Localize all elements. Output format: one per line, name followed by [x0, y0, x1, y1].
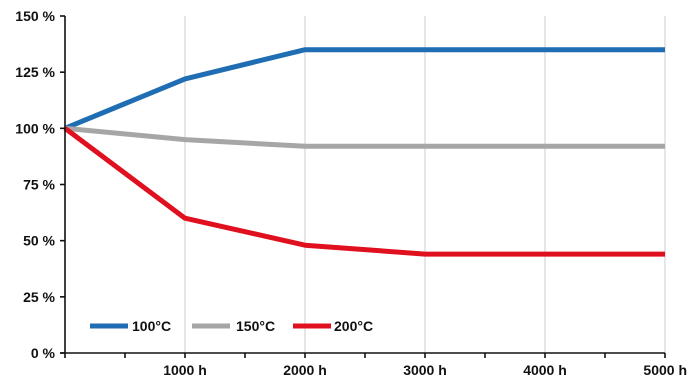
x-tick-label: 2000 h [283, 362, 327, 378]
axes: 0 % 25 % 50 % 75 % 100 % 125 % 150 % 1000 h 2000… [15, 8, 687, 378]
y-tick-label: 100 % [15, 120, 55, 136]
y-tick-label: 75 % [23, 177, 55, 193]
legend-label-1: 100°C [132, 318, 171, 334]
y-tick-label: 150 % [15, 8, 55, 24]
series-line-2 [64, 125, 665, 149]
x-tick-label: 3000 h [403, 362, 447, 378]
y-tick-label: 50 % [23, 233, 55, 249]
legend-label-3: 200°C [334, 318, 373, 334]
x-tick-label: 1000 h [163, 362, 207, 378]
grid [184, 16, 666, 353]
legend-label-2: 150°C [236, 318, 275, 334]
series-line-3 [63, 126, 665, 257]
legend: 100°C 150°C 200°C [90, 318, 373, 334]
series-line-1 [64, 47, 665, 131]
series-lines [63, 47, 665, 257]
y-tick-label: 125 % [15, 64, 55, 80]
x-tick-label: 4000 h [523, 362, 567, 378]
y-tick-label: 0 % [31, 345, 56, 361]
y-tick-label: 25 % [23, 289, 55, 305]
x-tick-label: 5000 h [643, 362, 687, 378]
